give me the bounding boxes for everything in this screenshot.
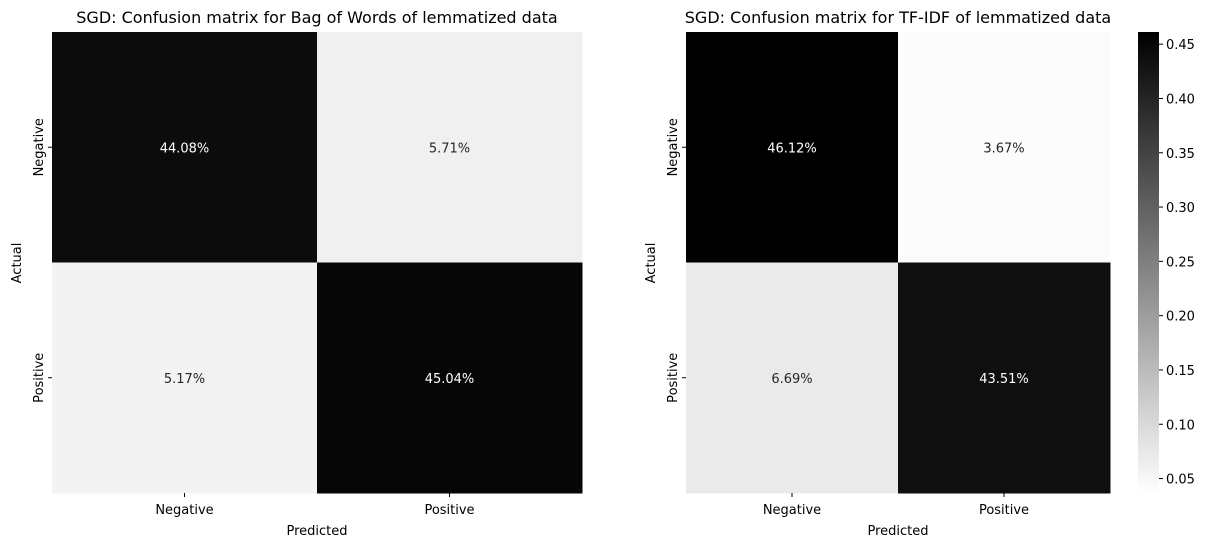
cell-value-label: 5.71% <box>429 141 470 156</box>
cell-value-label: 44.08% <box>160 141 210 156</box>
colorbar-tick-label: 0.20 <box>1166 310 1195 325</box>
x-axis-label: Predicted <box>867 524 928 539</box>
y-axis-label: Actual <box>10 243 25 284</box>
heatmap-cells: 44.08% 5.71% 5.17% 45.04% <box>52 32 583 494</box>
chart-title: SGD: Confusion matrix for Bag of Words o… <box>76 8 557 27</box>
colorbar-ticks: 0.05 0.10 0.15 0.20 0.25 0.30 0.35 0.40 0.45 <box>1159 38 1195 488</box>
heatmap-tfidf: SGD: Confusion matrix for TF-IDF of lemm… <box>644 8 1111 539</box>
cell-value-label: 6.69% <box>771 372 812 387</box>
heatmap-cell <box>898 262 1111 494</box>
y-axis-label: Actual <box>644 243 659 284</box>
x-tick-label: Negative <box>763 503 821 518</box>
heatmap-cell <box>52 32 318 263</box>
heatmap-cell <box>317 262 583 494</box>
y-tick-label: Negative <box>666 118 681 176</box>
x-axis-ticks: Negative Positive <box>763 493 1029 518</box>
heatmap-cell <box>686 262 899 494</box>
x-tick-label: Positive <box>979 503 1029 518</box>
colorbar: 0.05 0.10 0.15 0.20 0.25 0.30 0.35 0.40 0.45 <box>1138 32 1195 493</box>
cell-value-label: 43.51% <box>979 372 1029 387</box>
x-tick-label: Positive <box>424 503 474 518</box>
heatmap-cells: 46.12% 3.67% 6.69% 43.51% <box>686 32 1111 494</box>
chart-title: SGD: Confusion matrix for TF-IDF of lemm… <box>685 8 1111 27</box>
x-axis-label: Predicted <box>286 524 347 539</box>
cell-value-label: 3.67% <box>983 141 1024 156</box>
heatmap-cell <box>898 32 1111 263</box>
colorbar-tick-label: 0.35 <box>1166 147 1195 162</box>
x-axis-ticks: Negative Positive <box>155 493 475 518</box>
heatmap-bow: SGD: Confusion matrix for Bag of Words o… <box>10 8 583 539</box>
colorbar-tick-label: 0.10 <box>1166 418 1195 433</box>
heatmap-cell <box>317 32 583 263</box>
colorbar-tick-label: 0.30 <box>1166 201 1195 216</box>
colorbar-tick-label: 0.25 <box>1166 255 1195 270</box>
y-tick-label: Positive <box>666 353 681 403</box>
y-tick-label: Positive <box>32 353 47 403</box>
cell-value-label: 45.04% <box>425 372 475 387</box>
y-axis-ticks: Negative Positive <box>666 118 686 403</box>
colorbar-gradient <box>1138 32 1159 493</box>
x-tick-label: Negative <box>155 503 213 518</box>
y-tick-label: Negative <box>32 118 47 176</box>
heatmap-cell <box>52 262 318 494</box>
colorbar-tick-label: 0.40 <box>1166 92 1195 107</box>
cell-value-label: 5.17% <box>164 372 205 387</box>
cell-value-label: 46.12% <box>767 141 817 156</box>
colorbar-tick-label: 0.45 <box>1166 38 1195 53</box>
y-axis-ticks: Negative Positive <box>32 118 52 403</box>
colorbar-tick-label: 0.05 <box>1166 473 1195 488</box>
heatmap-cell <box>686 32 899 263</box>
colorbar-tick-label: 0.15 <box>1166 364 1195 379</box>
